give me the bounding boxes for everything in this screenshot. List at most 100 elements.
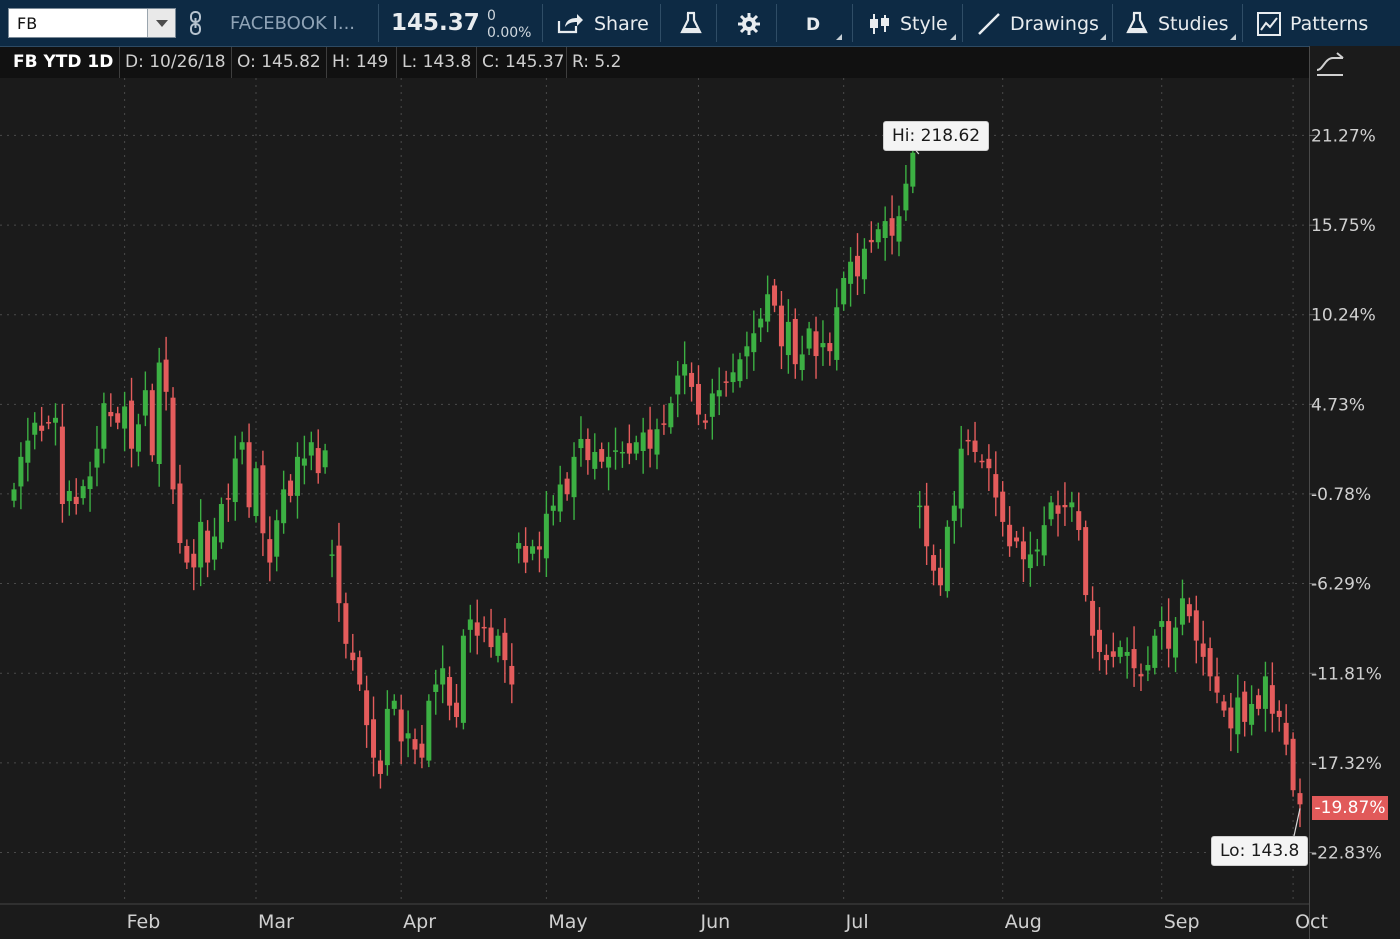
candle bbox=[163, 336, 169, 411]
candle bbox=[841, 271, 847, 311]
candle bbox=[751, 310, 757, 371]
candle bbox=[281, 470, 287, 534]
symbol-selector[interactable] bbox=[8, 8, 176, 38]
dropdown-icon bbox=[1230, 34, 1236, 40]
studies-button[interactable]: Studies bbox=[1118, 0, 1238, 46]
patterns-icon bbox=[1257, 12, 1281, 36]
candle bbox=[246, 423, 252, 518]
candle bbox=[170, 387, 176, 505]
candle bbox=[958, 425, 964, 528]
x-tick-label: Apr bbox=[403, 911, 436, 933]
dropdown-icon bbox=[950, 34, 956, 40]
share-button[interactable]: Share bbox=[550, 0, 660, 46]
divider bbox=[776, 4, 777, 42]
settings-button[interactable] bbox=[724, 0, 774, 46]
candle bbox=[536, 531, 542, 573]
candles bbox=[11, 146, 1303, 837]
info-range: R: 5.2 bbox=[572, 52, 622, 72]
candle bbox=[592, 433, 598, 480]
candle bbox=[903, 164, 909, 221]
candle bbox=[1228, 692, 1234, 752]
y-tick-label: 15.75% bbox=[1311, 216, 1376, 236]
candle bbox=[868, 221, 874, 253]
drawings-label: Drawings bbox=[1010, 13, 1099, 35]
candle bbox=[640, 417, 646, 474]
candle bbox=[108, 393, 114, 427]
candle bbox=[1048, 495, 1054, 526]
x-tick-label: Feb bbox=[127, 911, 161, 933]
candle bbox=[1193, 595, 1199, 664]
candle bbox=[730, 353, 736, 393]
candle bbox=[32, 412, 38, 450]
candle bbox=[122, 391, 128, 452]
candle bbox=[937, 549, 943, 596]
pencil-line-icon bbox=[978, 13, 1000, 35]
link-icon[interactable] bbox=[186, 10, 206, 36]
candle bbox=[1020, 526, 1026, 583]
candle bbox=[488, 608, 494, 658]
period-button[interactable]: D bbox=[784, 0, 844, 46]
candle bbox=[94, 425, 100, 487]
candle bbox=[329, 539, 335, 578]
y-tick-label: -17.32% bbox=[1311, 754, 1382, 774]
candle bbox=[232, 435, 238, 521]
candle bbox=[585, 428, 591, 475]
y-tick-label: -6.29% bbox=[1311, 575, 1371, 595]
candle bbox=[1249, 685, 1255, 736]
price-chart[interactable]: 21.27% 15.75% 10.24% 4.73% -0.78% -6.29% -11.8… bbox=[0, 78, 1400, 939]
symbol-input[interactable] bbox=[9, 9, 149, 37]
divider bbox=[716, 4, 717, 42]
candle bbox=[1041, 506, 1047, 566]
candle bbox=[377, 750, 383, 789]
scale-icon[interactable] bbox=[1315, 50, 1345, 78]
candle bbox=[101, 392, 107, 464]
flask-button[interactable] bbox=[668, 0, 716, 46]
x-tick-label: Jun bbox=[699, 911, 730, 933]
divider bbox=[378, 4, 379, 42]
studies-label: Studies bbox=[1158, 13, 1229, 35]
candle bbox=[972, 421, 978, 463]
x-tick-label: May bbox=[548, 911, 587, 933]
candle bbox=[440, 645, 446, 704]
style-button[interactable]: Style bbox=[860, 0, 958, 46]
candle bbox=[1173, 617, 1179, 673]
candle bbox=[1152, 629, 1158, 675]
gear-icon bbox=[738, 13, 760, 35]
candle bbox=[1145, 646, 1151, 682]
candle bbox=[447, 666, 453, 721]
candle bbox=[1207, 637, 1213, 691]
candle bbox=[758, 308, 764, 343]
candle bbox=[1297, 778, 1303, 828]
candle bbox=[343, 592, 349, 659]
candle bbox=[965, 429, 971, 456]
candle bbox=[460, 629, 466, 730]
candle bbox=[80, 479, 86, 505]
candle bbox=[1235, 674, 1241, 753]
candle bbox=[702, 413, 708, 430]
drawings-button[interactable]: Drawings bbox=[970, 0, 1108, 46]
patterns-button[interactable]: Patterns bbox=[1250, 0, 1398, 46]
candle bbox=[931, 544, 937, 586]
candle bbox=[274, 509, 280, 572]
candle bbox=[142, 371, 148, 427]
candle bbox=[412, 728, 418, 765]
candle bbox=[1262, 661, 1268, 732]
candle bbox=[716, 367, 722, 416]
candle bbox=[39, 406, 45, 442]
candle bbox=[613, 427, 619, 470]
candle bbox=[1214, 657, 1220, 704]
candle bbox=[910, 146, 916, 194]
candle bbox=[52, 403, 58, 446]
candle bbox=[1007, 506, 1013, 557]
candle bbox=[453, 684, 459, 728]
chart-title: FB YTD 1D bbox=[8, 47, 120, 78]
candle bbox=[1138, 663, 1144, 691]
y-tick-label: 10.24% bbox=[1311, 306, 1376, 326]
candle bbox=[66, 480, 72, 516]
candle bbox=[606, 442, 612, 491]
candle bbox=[1110, 632, 1116, 668]
candle bbox=[322, 443, 328, 474]
chevron-down-icon[interactable] bbox=[147, 9, 175, 37]
candle bbox=[599, 442, 605, 469]
candle bbox=[308, 431, 314, 471]
